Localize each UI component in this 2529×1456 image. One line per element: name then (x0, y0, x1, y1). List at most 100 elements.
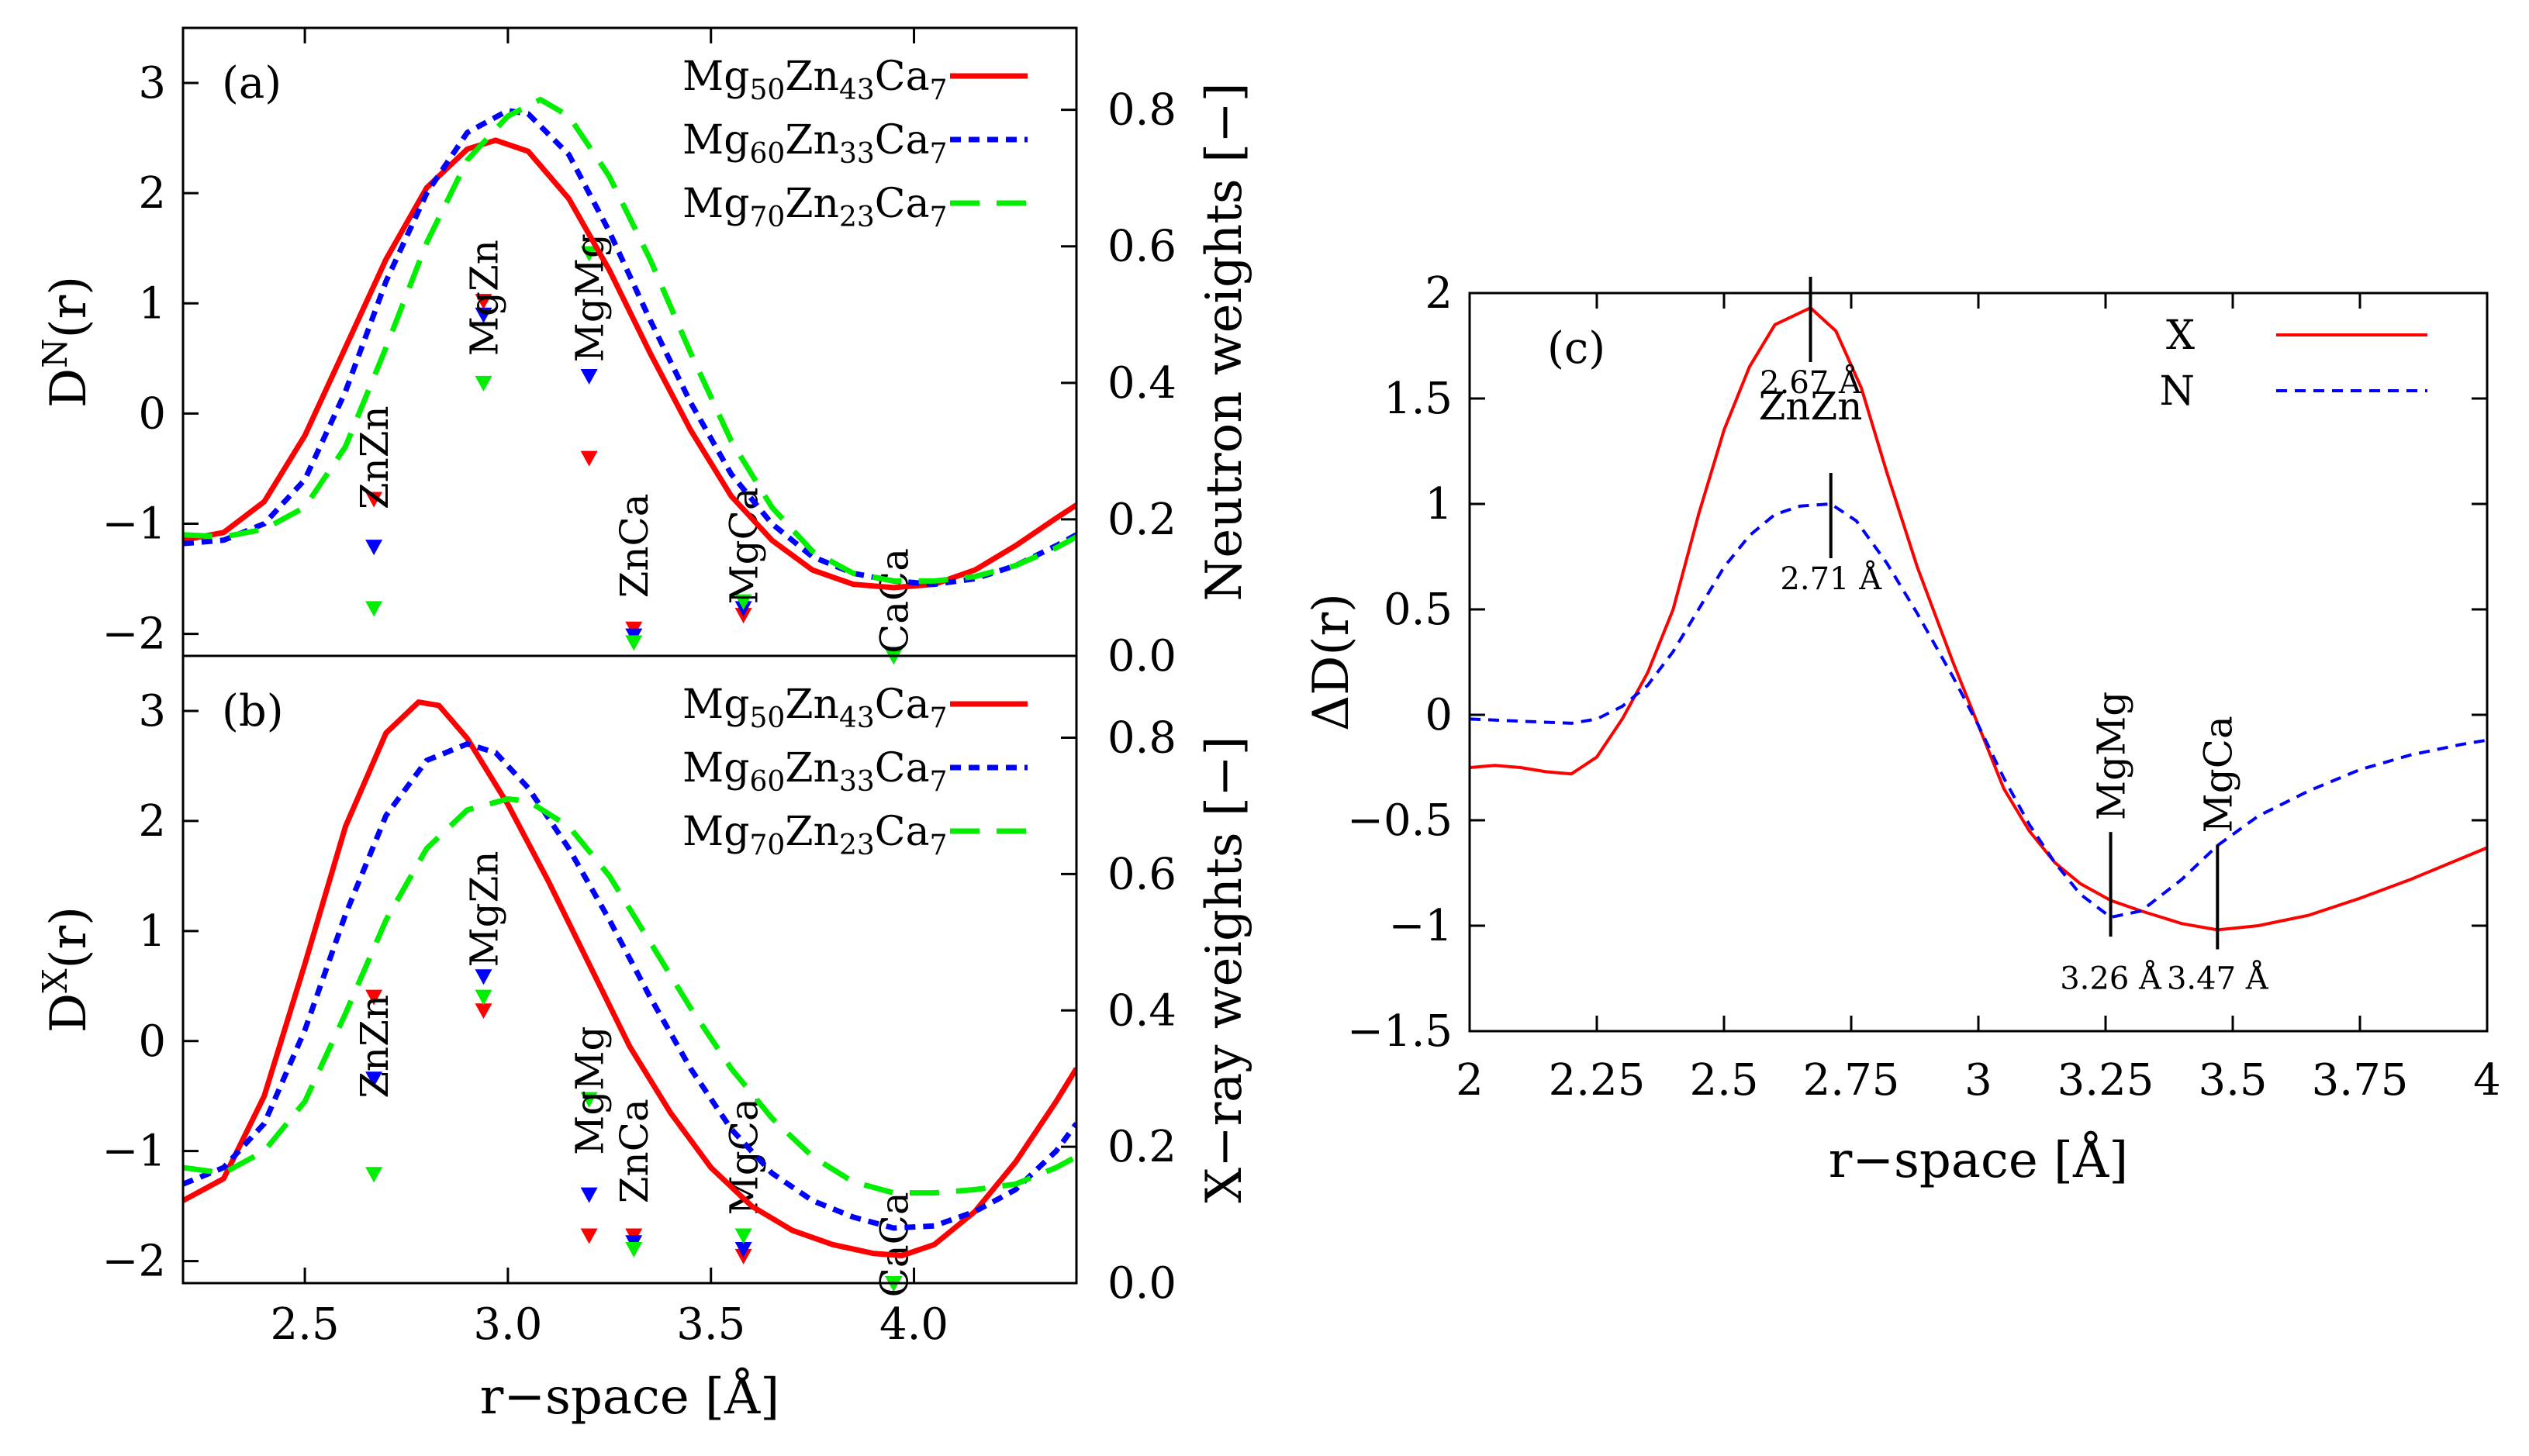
panel-b-series-Mg50Zn43Ca7 (183, 699, 1076, 1258)
panel-a-weight-marker-ZnZn-blue (365, 540, 383, 556)
panel-b-pair-label-MgMg: MgMg (568, 1026, 613, 1154)
panel-a-label: (a) (222, 58, 282, 109)
panel-a-pair-label-MgMg: MgMg (568, 233, 613, 362)
panel-a-weight-marker-ZnZn-green (365, 601, 383, 617)
panel-c-xtick-label: 2 (1456, 1055, 1484, 1106)
panel-b-ytick-label: −2 (102, 1237, 166, 1287)
panel-c-ytick-label: 0 (1425, 690, 1453, 740)
panel-c-xtick-label: 3.25 (2057, 1055, 2154, 1106)
panel-b-weight-marker-MgZn-red (475, 1003, 492, 1020)
panel-c-series-N (1470, 502, 2487, 919)
panel-b-legend-label: Mg50Zn43Ca7 (682, 681, 947, 734)
panel-a-pair-label-ZnCa: ZnCa (612, 493, 657, 598)
panel-b: ZnZn MgZn MgMg ZnCa MgCa CaCa 3 2 1 0 −1 −2 0.8 0.6 0.… (36, 28, 1253, 1426)
panel-b-weight-marker-ZnCa-green (625, 1242, 643, 1258)
panel-c-label: (c) (1547, 323, 1605, 374)
panel-a-weight-marker-MgMg-red (580, 450, 598, 467)
panel-a-weight-marker-MgMg-blue (580, 369, 598, 385)
panel-c-ytick-label: 0.5 (1384, 585, 1453, 635)
panel-c-xlabel: r−space [Å] (1829, 1131, 2128, 1189)
panel-b-pair-label-CaCa: CaCa (872, 1192, 917, 1297)
panel-c-ylabel: ΔD(r) (1303, 593, 1360, 731)
panel-a-legend-label: Mg60Zn33Ca7 (682, 117, 947, 170)
panel-b-xtick-label: 3.5 (676, 1299, 745, 1350)
panel-b-legend: Mg50Zn43Ca7 Mg60Zn33Ca7 Mg70Zn23Ca7 (682, 681, 1028, 861)
panel-a-y2label: Neutron weights [−] (1196, 82, 1253, 601)
panel-b-y2tick-label: 0.6 (1107, 849, 1176, 899)
panel-c-ytick-label: −1.5 (1347, 1006, 1453, 1057)
panel-b-legend-label: Mg70Zn23Ca7 (682, 809, 947, 861)
panel-c-frame (1468, 292, 2489, 1033)
panel-a-weights: ZnZn MgZn MgMg ZnCa MgCa CaCa (352, 233, 917, 664)
panel-c-annotation-text: ZnZn (1759, 384, 1863, 429)
panel-c-annotation-text: 3.26 Å (2060, 961, 2162, 997)
panel-c-curves (1470, 306, 2487, 932)
panel-b-pair-label-MgZn: MgZn (461, 850, 506, 967)
panel-a-ylabel: DN(r) (36, 276, 98, 408)
panel-a: ZnZn MgZn MgMg ZnCa MgCa CaCa 3 2 1 0 −1 −2 0.8 0.6 0.… (36, 26, 1253, 681)
panel-a-weight-marker-ZnCa-green (625, 635, 643, 651)
panel-b-y2tick-label: 0.0 (1107, 1258, 1176, 1309)
panel-a-ytick-label: 3 (138, 58, 166, 109)
panel-c-xtick-label: 2.25 (1549, 1055, 1646, 1106)
panel-c-xtick-label: 3 (1964, 1055, 1992, 1106)
panel-c-legend-label: X (2166, 312, 2195, 359)
panel-c-ytick-label: 1.5 (1384, 374, 1453, 424)
panel-a-y2tick-label: 0.0 (1107, 631, 1176, 681)
panel-a-pair-label-ZnZn: ZnZn (352, 405, 397, 509)
panel-b-weight-marker-ZnZn-red (365, 989, 383, 1006)
panel-c-ytick-label: −1 (1388, 901, 1453, 951)
panel-a-series-Mg70Zn23Ca7 (183, 96, 1076, 584)
panel-c-xtick-label: 3.75 (2312, 1055, 2409, 1106)
panel-c-xtick-label: 2.5 (1689, 1055, 1758, 1106)
panel-b-weight-marker-MgMg-blue (580, 1187, 598, 1203)
panel-a-y2tick-label: 0.4 (1107, 358, 1176, 409)
panel-b-legend-label: Mg60Zn33Ca7 (682, 745, 947, 798)
panel-a-ytick-label: 1 (138, 278, 166, 329)
panel-c-annotation-text: 3.47 Å (2167, 961, 2269, 997)
panel-b-weight-marker-MgZn-blue (475, 969, 492, 985)
panel-b-y2label: X−ray weights [−] (1196, 736, 1253, 1202)
panel-a-legend: Mg50Zn43Ca7 Mg60Zn33Ca7 Mg70Zn23Ca7 (682, 53, 1028, 233)
panel-b-curves (183, 699, 1076, 1258)
panel-a-pair-label-MgCa: MgCa (722, 487, 767, 604)
panel-a-pair-label-MgZn: MgZn (461, 240, 506, 356)
panel-a-curves (183, 96, 1076, 591)
panel-a-legend-label: Mg70Zn23Ca7 (682, 181, 947, 233)
panel-b-frame (181, 654, 1078, 1285)
panel-b-y2tick-label: 0.4 (1107, 985, 1176, 1036)
panel-b-xtick-label: 2.5 (271, 1299, 340, 1350)
panel-c-xtick-label: 4 (2473, 1055, 2501, 1106)
panel-b-xtick-label: 3.0 (473, 1299, 542, 1350)
panel-c-pair-label: MgMg (2089, 692, 2134, 820)
panel-a-ytick-label: 0 (138, 388, 166, 439)
panel-b-ytick-label: −1 (102, 1127, 166, 1177)
panel-a-y2tick-label: 0.8 (1107, 85, 1176, 136)
panel-c-xtick-label: 2.75 (1803, 1055, 1900, 1106)
panel-a-weight-marker-MgZn-green (475, 375, 492, 392)
panel-c-peak-label: 2.67 Å (1760, 364, 1862, 401)
panel-b-ytick-label: 0 (138, 1016, 166, 1067)
panel-b-weight-marker-ZnZn-blue (365, 1071, 383, 1088)
panel-b-ytick-label: 1 (138, 906, 166, 957)
panel-a-weight-marker-MgZn-red (475, 294, 492, 310)
panel-b-ytick-label: 2 (138, 796, 166, 847)
panel-c-ytick-label: −0.5 (1347, 795, 1453, 846)
panel-a-y2tick-label: 0.6 (1107, 222, 1176, 272)
panel-b-weight-marker-MgZn-green (475, 989, 492, 1006)
panel-a-y2tick-label: 0.2 (1107, 495, 1176, 545)
panel-b-weight-marker-MgMg-red (580, 1228, 598, 1244)
panel-a-weight-marker-MgZn-blue (475, 307, 492, 323)
panel-b-y2tick-label: 0.2 (1107, 1122, 1176, 1172)
panel-b-xtick-label: 4.0 (879, 1299, 948, 1350)
panel-b-weight-marker-MgMg-green (580, 1092, 598, 1108)
panel-c-ytick-label: 1 (1425, 479, 1453, 530)
panel-b-y2tick-label: 0.8 (1107, 713, 1176, 764)
panel-c-series-X (1470, 306, 2487, 932)
panel-c-ytick-label: 2 (1425, 268, 1453, 319)
panel-b-series-Mg70Zn23Ca7 (183, 796, 1076, 1196)
panel-a-pair-label-CaCa: CaCa (872, 548, 917, 654)
